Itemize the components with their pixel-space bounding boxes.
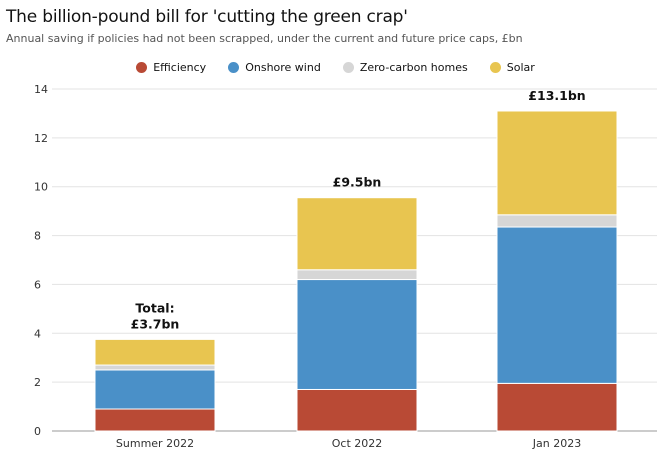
total-label-summer-2022-0: Total:	[135, 300, 174, 315]
bar-segment-solar-oct-2022	[296, 197, 418, 271]
legend-label-solar: Solar	[506, 61, 535, 74]
bar-segment-zero-carbon-homes-oct-2022	[296, 269, 418, 281]
legend-swatch-efficiency	[136, 62, 148, 73]
legend: Efficiency Onshore wind Zero-carbon home…	[0, 61, 671, 74]
y-tick-label-0: 0	[34, 425, 41, 438]
x-tick-label-summer-2022: Summer 2022	[116, 437, 194, 450]
bar-segment-efficiency-jan-2023	[496, 382, 618, 432]
y-tick-label-6: 6	[34, 278, 41, 291]
bar-segment-onshore-wind-jan-2023	[496, 226, 618, 384]
bar-segment-zero-carbon-homes-jan-2023	[496, 214, 618, 228]
y-tick-label-8: 8	[34, 230, 41, 243]
y-tick-label-12: 12	[34, 132, 48, 145]
legend-swatch-zero-carbon-homes	[342, 62, 354, 73]
total-label-summer-2022-1: £3.7bn	[131, 316, 180, 331]
y-tick-label-2: 2	[34, 376, 41, 389]
x-tick-label-oct-2022: Oct 2022	[332, 437, 383, 450]
legend-label-efficiency: Efficiency	[153, 61, 207, 74]
chart-title: The billion-pound bill for 'cutting the …	[6, 7, 408, 27]
total-label-jan-2023-0: £13.1bn	[528, 88, 585, 103]
legend-label-zero-carbon-homes: Zero-carbon homes	[359, 61, 468, 74]
y-tick-label-10: 10	[34, 181, 48, 194]
bar-segment-efficiency-oct-2022	[296, 388, 418, 432]
bar-segment-onshore-wind-oct-2022	[296, 279, 418, 390]
chart-subtitle: Annual saving if policies had not been s…	[6, 32, 523, 45]
legend-item-zero-carbon-homes: Zero-carbon homes	[342, 61, 468, 74]
bar-segment-solar-summer-2022	[94, 338, 216, 366]
y-tick-label-14: 14	[34, 83, 48, 96]
x-tick-label-jan-2023: Jan 2023	[532, 437, 581, 450]
bar-segment-solar-jan-2023	[496, 110, 618, 216]
legend-item-onshore-wind: Onshore wind	[228, 61, 321, 74]
total-label-oct-2022-0: £9.5bn	[333, 175, 382, 190]
legend-swatch-solar	[489, 62, 501, 73]
legend-item-solar: Solar	[489, 61, 535, 74]
bar-segment-zero-carbon-homes-summer-2022	[94, 364, 216, 371]
legend-label-onshore-wind: Onshore wind	[245, 61, 321, 74]
bar-segment-onshore-wind-summer-2022	[94, 369, 216, 410]
bar-segment-efficiency-summer-2022	[94, 408, 216, 432]
y-tick-label-4: 4	[34, 327, 41, 340]
legend-item-efficiency: Efficiency	[136, 61, 206, 74]
legend-swatch-onshore-wind	[228, 62, 240, 73]
